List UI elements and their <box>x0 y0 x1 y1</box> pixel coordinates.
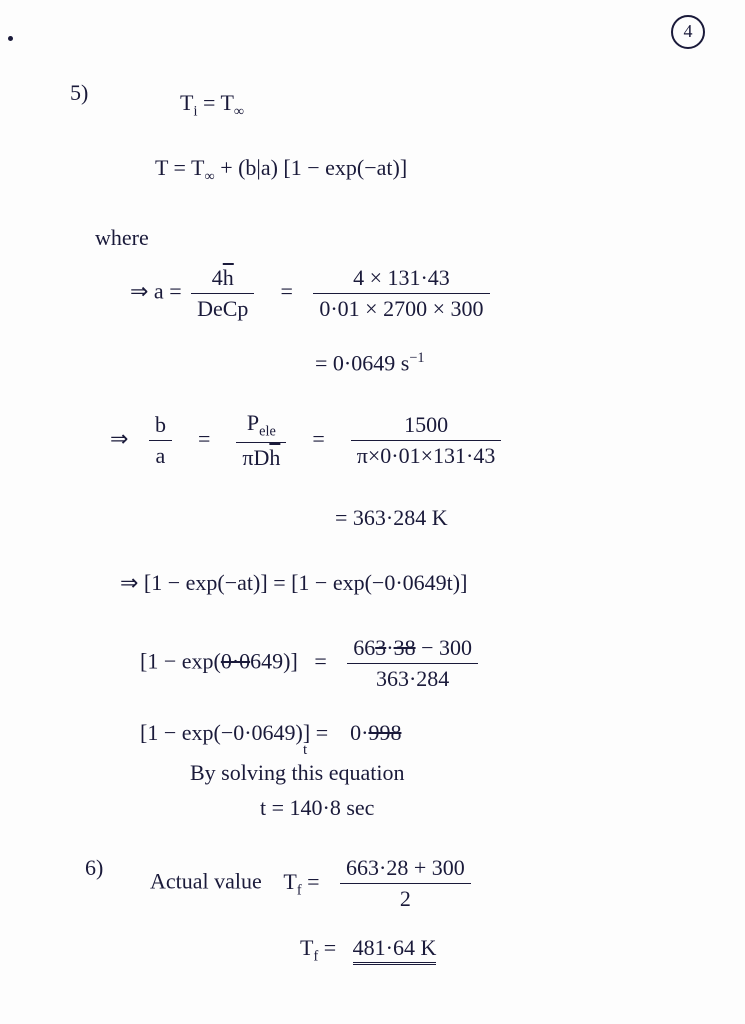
d-eq: = <box>314 649 326 674</box>
e-rhs: 0·998 <box>350 720 401 745</box>
d-den: 363·284 <box>347 664 478 692</box>
b-frac2-num: Pele <box>236 410 286 443</box>
b-frac2: Pele πDh <box>236 410 286 471</box>
tf-final: Tf = 481·64 K <box>300 935 436 965</box>
tf-num: 663·28 + 300 <box>340 855 471 884</box>
t-result: t = 140·8 sec <box>260 795 374 821</box>
b-lhs: ⇒ <box>110 426 128 451</box>
b-frac3-den: π×0·01×131·43 <box>351 441 502 469</box>
b-eq2: = <box>312 426 324 451</box>
page-number-circled: 4 <box>671 15 705 49</box>
solving-text: By solving this equation <box>190 760 405 786</box>
b-frac3-num: 1500 <box>351 412 502 441</box>
a-frac2-num: 4 × 131·43 <box>313 265 489 294</box>
a-frac1-den: DeCp <box>191 294 254 322</box>
e-line: [1 − exp(−0·0649)] = 0·998 <box>140 720 401 746</box>
a-result: = 0·0649 s−1 <box>315 350 425 376</box>
where-label: where <box>95 225 149 251</box>
actual-value: Actual value Tf = 663·28 + 300 2 <box>150 855 475 912</box>
a-frac2: 4 × 131·43 0·01 × 2700 × 300 <box>313 265 489 322</box>
a-lhs: ⇒ a = <box>130 279 182 304</box>
c-eq: ⇒ [1 − exp(−at)] = [1 − exp(−0·0649t)] <box>120 570 467 596</box>
problem5-label: 5) <box>70 80 88 106</box>
d-lhs: [1 − exp(0·0649)] <box>140 649 298 674</box>
a-frac1-num: 4h <box>191 265 254 294</box>
tf-den: 2 <box>340 884 471 912</box>
handwritten-page: 4 5) Ti = T∞ T = T∞ + (b|a) [1 − exp(−at… <box>0 0 745 1024</box>
a-mid: = <box>280 279 292 304</box>
d-num: 663·38 − 300 <box>347 635 478 664</box>
problem6-label: 6) <box>85 855 103 881</box>
b-derivation: ⇒ b a = Pele πDh = 1500 π×0·01×131·43 <box>110 410 505 471</box>
tf-frac: 663·28 + 300 2 <box>340 855 471 912</box>
b-frac3: 1500 π×0·01×131·43 <box>351 412 502 469</box>
b-eq1: = <box>198 426 210 451</box>
b-frac1-den: a <box>149 441 172 469</box>
d-line: [1 − exp(0·0649)] = 663·38 − 300 363·284 <box>140 635 482 692</box>
margin-dot <box>8 36 13 41</box>
a-derivation: ⇒ a = 4h DeCp = 4 × 131·43 0·01 × 2700 ×… <box>130 265 494 322</box>
eq-ti-tinf: Ti = T∞ <box>180 90 244 120</box>
b-frac2-den: πDh <box>236 443 286 471</box>
actual-value-text: Actual value <box>150 869 262 894</box>
a-frac2-den: 0·01 × 2700 × 300 <box>313 294 489 322</box>
page-number: 4 <box>684 21 693 41</box>
e-lhs: [1 − exp(−0·0649)] = <box>140 720 328 745</box>
b-result: = 363·284 K <box>335 505 448 531</box>
d-frac: 663·38 − 300 363·284 <box>347 635 478 692</box>
tf2-rhs: 481·64 K <box>353 935 437 965</box>
a-frac1: 4h DeCp <box>191 265 254 322</box>
b-frac1: b a <box>149 412 172 469</box>
tf-lhs: Tf = <box>283 869 319 894</box>
b-frac1-num: b <box>149 412 172 441</box>
eq-main: T = T∞ + (b|a) [1 − exp(−at)] <box>155 155 407 185</box>
e-sub-t: t <box>303 742 307 759</box>
tf2-lhs: Tf = <box>300 935 336 960</box>
